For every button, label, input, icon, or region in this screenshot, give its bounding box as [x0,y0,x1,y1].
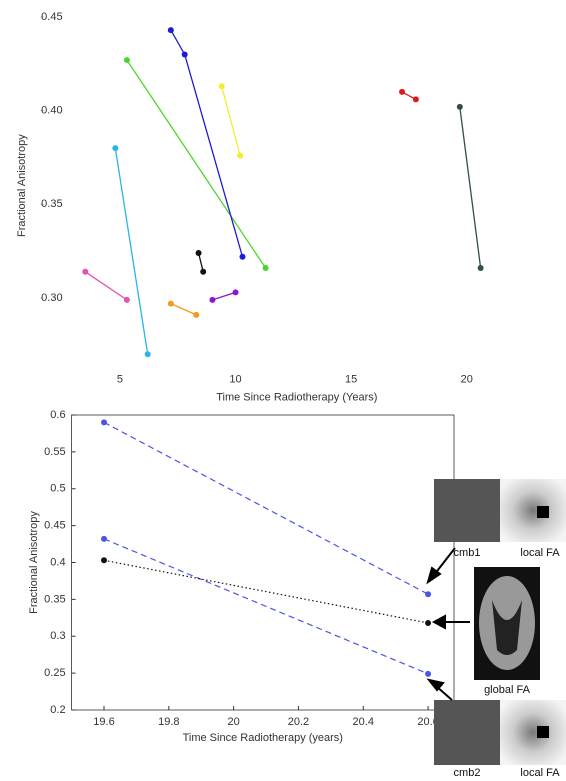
y-axis-label: Fractional Anisotropy [28,511,40,614]
data-point [478,265,484,271]
y-tick-label: 0.4 [50,556,65,568]
data-point [209,297,215,303]
x-tick-label: 20.4 [353,716,374,728]
data-point [200,269,206,275]
series-line [104,560,428,623]
data-point [101,557,107,563]
x-tick-label: 10 [229,374,241,386]
data-point [233,289,239,295]
arrows [428,548,470,700]
x-tick-label: 19.8 [158,716,179,728]
series-line [127,60,266,268]
x-tick-label: 15 [345,374,357,386]
y-tick-label: 0.25 [44,667,65,679]
local-fa-image [500,479,566,542]
series-line [171,304,196,315]
x-axis-label: Time Since Radiotherapy (years) [183,732,343,744]
local-fa-image [500,700,566,765]
data-point [239,254,245,260]
insets: cmb1 local FA global FA cmb2 local FA [428,479,566,779]
data-point [399,89,405,95]
x-tick-label: 5 [117,374,123,386]
data-point [237,153,243,159]
plot-frame [72,415,454,710]
data-point [82,269,88,275]
data-point [112,145,118,151]
data-point [168,301,174,307]
data-point [413,96,419,102]
y-tick-label: 0.2 [50,704,65,716]
series-line [460,107,481,268]
y-tick-label: 0.35 [41,198,62,210]
y-tick-label: 0.40 [41,105,62,117]
cmb1-image [434,479,500,542]
y-tick-label: 0.45 [41,11,62,23]
data-point [457,104,463,110]
y-axis-label: Fractional Anisotropy [16,134,28,237]
y-tick-label: 0.3 [50,630,65,642]
data-point [196,250,202,256]
x-tick-label: 20 [461,374,473,386]
series-line [104,539,428,674]
data-point [101,536,107,542]
voxel [537,726,549,738]
y-tick-label: 0.5 [50,483,65,495]
data-point [263,265,269,271]
data-point [168,27,174,33]
data-point [124,57,130,63]
x-axis-label: Time Since Radiotherapy (Years) [216,392,377,404]
series-line [85,272,127,300]
image-caption: local FA [520,547,560,559]
data-point [182,51,188,57]
cmb2-image [434,700,500,765]
image-caption: local FA [520,767,560,779]
data-point [101,419,107,425]
y-tick-label: 0.55 [44,446,65,458]
y-tick-label: 0.45 [44,520,65,532]
series-line [104,422,428,594]
x-tick-label: 20.2 [288,716,309,728]
x-tick-label: 20 [228,716,240,728]
y-tick-label: 0.30 [41,292,62,304]
data-point [425,591,431,597]
y-tick-label: 0.6 [50,409,65,421]
data-point [145,351,151,357]
y-tick-label: 0.35 [44,593,65,605]
series-line [171,30,243,257]
image-caption: global FA [484,684,531,696]
series-line [115,148,147,354]
data-point [124,297,130,303]
image-caption: cmb1 [454,547,481,559]
series-line [222,86,240,155]
x-tick-label: 19.6 [93,716,114,728]
data-point [219,83,225,89]
voxel [537,506,549,518]
series-line [212,292,235,299]
data-point [425,671,431,677]
data-point [425,620,431,626]
image-caption: cmb2 [454,767,481,779]
data-point [193,312,199,318]
figure: 0.30 0.35 0.40 0.45 5 10 15 20 Time Since Radiot… [0,0,566,781]
